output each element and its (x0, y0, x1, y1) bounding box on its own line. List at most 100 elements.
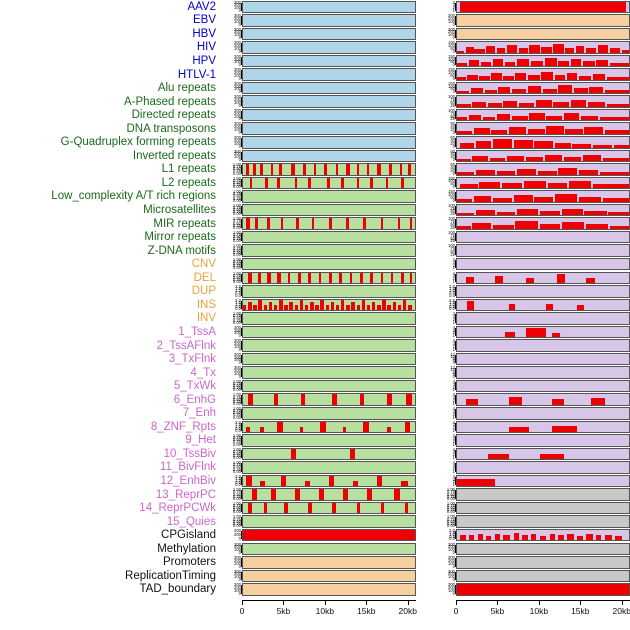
data-track[interactable] (242, 41, 416, 54)
data-track[interactable] (242, 312, 416, 325)
data-track[interactable] (242, 556, 416, 569)
data-track[interactable] (242, 393, 416, 406)
data-track[interactable] (242, 352, 416, 366)
data-track[interactable] (242, 285, 416, 298)
data-track[interactable] (242, 461, 416, 474)
data-track[interactable] (456, 488, 630, 501)
data-track[interactable] (242, 27, 416, 41)
data-track[interactable] (242, 325, 416, 339)
data-track[interactable] (456, 81, 630, 95)
data-track[interactable] (242, 528, 416, 542)
data-track[interactable] (242, 163, 416, 176)
data-track[interactable] (242, 569, 416, 583)
data-track[interactable] (242, 230, 416, 244)
data-track[interactable] (456, 298, 630, 312)
data-track[interactable] (242, 379, 416, 393)
data-track[interactable] (456, 257, 630, 271)
data-track[interactable] (456, 461, 630, 474)
data-track[interactable] (242, 542, 416, 556)
data-track[interactable] (242, 583, 416, 596)
data-track[interactable] (456, 515, 630, 528)
data-track[interactable] (456, 501, 630, 515)
y-axis-line (455, 571, 456, 581)
data-track[interactable] (242, 14, 416, 27)
data-track[interactable] (456, 474, 630, 488)
panel-a: 300 200 100 0 (222, 582, 416, 596)
data-track[interactable] (242, 434, 416, 447)
data-track[interactable] (456, 176, 630, 190)
data-track[interactable] (242, 81, 416, 95)
data-track[interactable] (456, 447, 630, 461)
y-axis-tick-label: 0.75 (232, 231, 241, 237)
data-track[interactable] (456, 583, 630, 596)
data-track[interactable] (242, 271, 416, 285)
y-axis-tick-label: 100 (448, 216, 455, 222)
data-track[interactable] (456, 542, 630, 556)
data-track[interactable] (456, 312, 630, 325)
data-track[interactable] (456, 420, 630, 434)
data-track[interactable] (456, 230, 630, 244)
data-track[interactable] (242, 244, 416, 257)
data-track[interactable] (242, 108, 416, 122)
data-track[interactable] (242, 149, 416, 163)
data-track[interactable] (242, 95, 416, 108)
data-track[interactable] (242, 515, 416, 528)
data-track[interactable] (456, 244, 630, 257)
data-track[interactable] (456, 163, 630, 176)
data-track[interactable] (456, 339, 630, 352)
data-track[interactable] (456, 271, 630, 285)
data-track[interactable] (242, 298, 416, 312)
data-track[interactable] (242, 190, 416, 203)
data-track[interactable] (456, 379, 630, 393)
track-fill (243, 529, 415, 541)
data-track[interactable] (242, 501, 416, 515)
data-track[interactable] (456, 325, 630, 339)
data-track[interactable] (456, 407, 630, 420)
data-track[interactable] (456, 352, 630, 366)
data-track[interactable] (242, 176, 416, 190)
data-track[interactable] (456, 569, 630, 583)
data-track[interactable] (456, 434, 630, 447)
data-track[interactable] (456, 203, 630, 217)
track-bar (304, 481, 311, 487)
data-track[interactable] (242, 136, 416, 149)
data-track[interactable] (242, 203, 416, 217)
data-track[interactable] (456, 14, 630, 27)
data-track[interactable] (456, 556, 630, 569)
data-track[interactable] (242, 407, 416, 420)
y-axis-tick-label: 0 (238, 8, 241, 14)
data-track[interactable] (242, 474, 416, 488)
data-track[interactable] (242, 488, 416, 501)
data-track[interactable] (456, 122, 630, 135)
data-track[interactable] (242, 257, 416, 271)
data-track[interactable] (456, 190, 630, 203)
y-axis-line (455, 16, 456, 25)
data-track[interactable] (456, 366, 630, 379)
data-track[interactable] (242, 122, 416, 135)
data-track[interactable] (456, 68, 630, 81)
data-track[interactable] (456, 95, 630, 108)
data-track[interactable] (242, 217, 416, 230)
data-track[interactable] (456, 528, 630, 542)
data-track[interactable] (242, 54, 416, 68)
data-track[interactable] (456, 285, 630, 298)
data-track[interactable] (456, 108, 630, 122)
data-track[interactable] (242, 68, 416, 81)
y-axis-tick-label: 4 (452, 406, 455, 412)
data-track[interactable] (456, 27, 630, 41)
data-track[interactable] (456, 149, 630, 163)
data-track[interactable] (456, 217, 630, 230)
data-track[interactable] (456, 393, 630, 406)
data-track[interactable] (242, 447, 416, 461)
track-bar (260, 164, 263, 175)
data-track[interactable] (242, 339, 416, 352)
data-track[interactable] (456, 41, 630, 54)
data-track[interactable] (242, 420, 416, 434)
data-track[interactable] (456, 0, 630, 14)
data-track[interactable] (456, 54, 630, 68)
y-axis-tick-label: 0.00 (232, 522, 241, 528)
data-track[interactable] (456, 136, 630, 149)
data-track[interactable] (242, 366, 416, 379)
data-track[interactable] (242, 0, 416, 14)
